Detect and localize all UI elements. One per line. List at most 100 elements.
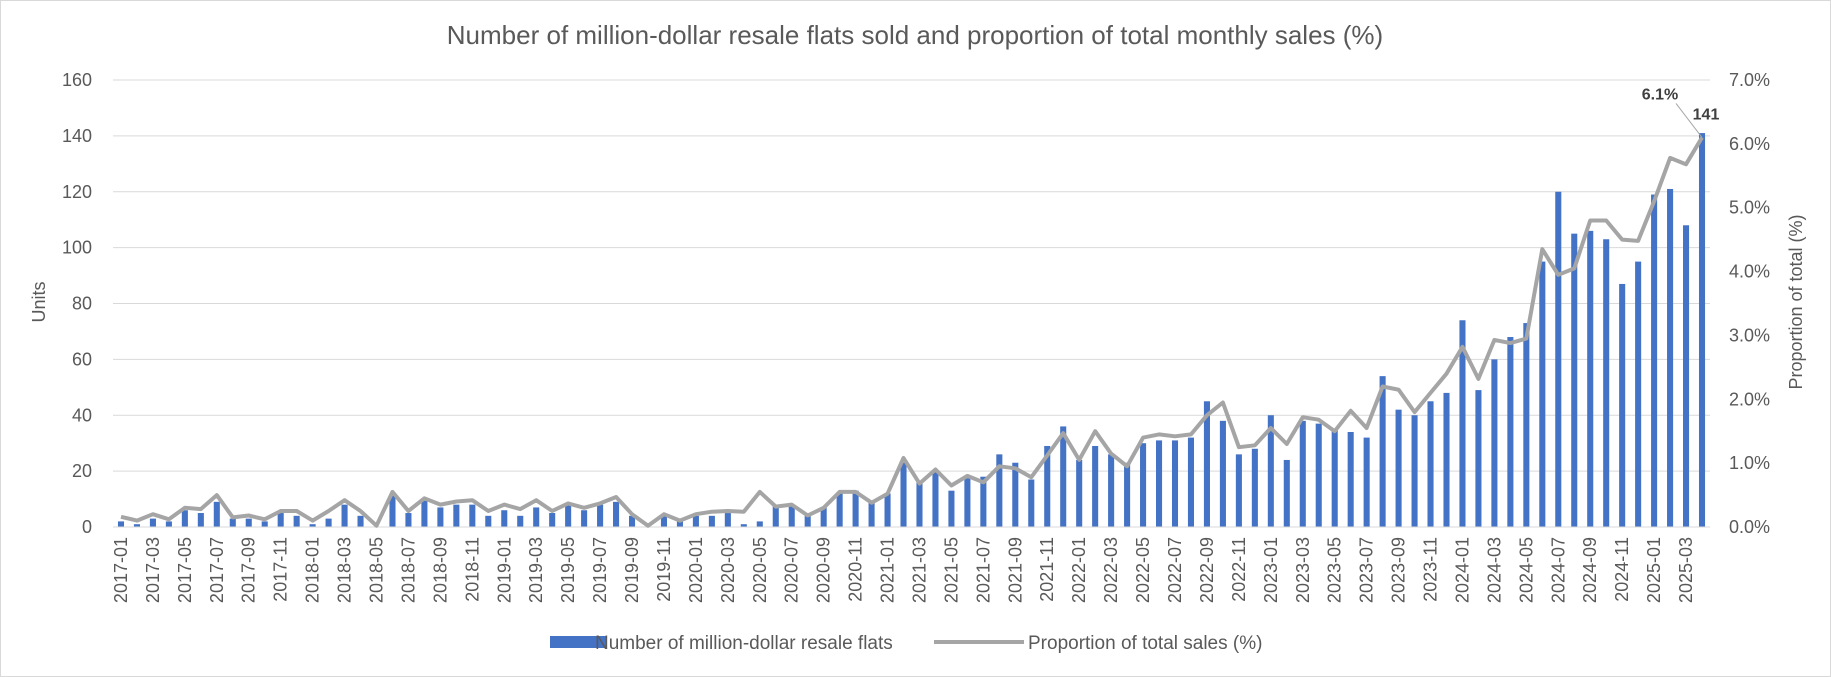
x-tick-label: 2017-05 xyxy=(175,537,195,603)
bar xyxy=(389,493,396,527)
right-tick-label: 6.0% xyxy=(1729,134,1770,154)
x-tick-label: 2018-07 xyxy=(398,537,418,603)
bar xyxy=(1363,437,1370,527)
left-axis-ticks: 0 20 40 60 80 100 120 140 160 xyxy=(62,70,92,537)
bar xyxy=(1507,337,1514,527)
bar xyxy=(1315,423,1322,527)
bar xyxy=(485,515,492,527)
x-tick-label: 2024-05 xyxy=(1516,537,1536,603)
x-tick-label: 2019-09 xyxy=(622,537,642,603)
x-tick-label: 2023-05 xyxy=(1325,537,1345,603)
right-tick-label: 3.0% xyxy=(1729,325,1770,345)
right-tick-label: 5.0% xyxy=(1729,198,1770,218)
left-tick-label: 0 xyxy=(82,517,92,537)
right-axis-title: Proportion of total (%) xyxy=(1786,214,1806,389)
bar xyxy=(1012,462,1019,527)
bar xyxy=(1587,230,1594,528)
bar xyxy=(1251,448,1258,527)
bar xyxy=(724,513,731,527)
x-tick-label: 2022-03 xyxy=(1101,537,1121,603)
bar xyxy=(1219,420,1226,527)
bar xyxy=(948,490,955,527)
bar xyxy=(117,521,125,527)
bar xyxy=(517,515,524,527)
x-tick-label: 2025-01 xyxy=(1644,537,1664,603)
bar xyxy=(1427,401,1434,527)
x-tick-label: 2022-11 xyxy=(1229,537,1249,602)
legend-swatch-bars xyxy=(550,636,606,648)
bar xyxy=(1092,445,1099,527)
x-tick-label: 2020-01 xyxy=(686,537,706,603)
x-tick-label: 2017-07 xyxy=(207,537,227,603)
x-tick-label: 2017-11 xyxy=(271,537,291,602)
bar xyxy=(1491,359,1498,527)
bar xyxy=(788,504,795,527)
bar xyxy=(1299,420,1306,527)
bar xyxy=(932,471,939,527)
bar xyxy=(277,513,284,527)
x-tick-label: 2019-01 xyxy=(494,537,514,603)
bar xyxy=(549,513,556,527)
bar xyxy=(692,515,699,527)
bar xyxy=(1171,440,1179,527)
bar xyxy=(405,513,412,527)
bar xyxy=(916,482,923,527)
bar xyxy=(756,521,763,527)
bar xyxy=(996,454,1003,527)
left-tick-label: 120 xyxy=(62,182,92,202)
x-tick-label: 2024-01 xyxy=(1452,537,1472,603)
bar xyxy=(980,476,987,527)
x-tick-label: 2020-03 xyxy=(718,537,738,603)
bar xyxy=(453,504,460,527)
x-tick-label: 2019-07 xyxy=(590,537,610,603)
left-axis-title: Units xyxy=(29,281,49,322)
bar xyxy=(1235,454,1242,527)
x-tick-label: 2021-03 xyxy=(909,537,929,603)
bar xyxy=(1124,462,1131,527)
x-tick-label: 2022-09 xyxy=(1197,537,1217,603)
bar xyxy=(533,507,540,527)
bar xyxy=(1539,261,1546,527)
annotation-last-proportion: 6.1% xyxy=(1642,86,1678,103)
x-tick-label: 2020-09 xyxy=(814,537,834,603)
bar xyxy=(1156,440,1163,527)
bar xyxy=(565,504,572,527)
x-tick-label: 2022-05 xyxy=(1133,537,1153,603)
bar xyxy=(740,524,747,527)
bar xyxy=(1140,443,1147,527)
bar xyxy=(1203,401,1210,527)
bar xyxy=(1076,459,1083,527)
x-tick-label: 2023-03 xyxy=(1293,537,1313,603)
x-tick-label: 2024-09 xyxy=(1580,537,1600,603)
bar xyxy=(964,476,971,527)
bar xyxy=(1060,426,1067,527)
x-tick-label: 2017-01 xyxy=(111,537,131,603)
annotation-leader-line xyxy=(1675,103,1703,138)
x-tick-label: 2021-11 xyxy=(1037,537,1057,602)
left-tick-label: 140 xyxy=(62,126,92,146)
bar xyxy=(660,515,667,527)
x-axis-ticks: 2017-01 2017-03 2017-05 2017-07 2017-09 2017-… xyxy=(111,537,1696,603)
bar xyxy=(1475,390,1482,527)
bar xyxy=(1667,188,1674,528)
x-tick-label: 2019-05 xyxy=(558,537,578,603)
line-series-proportion xyxy=(120,136,1704,528)
x-tick-label: 2018-09 xyxy=(430,537,450,603)
bar xyxy=(1283,459,1290,527)
bar xyxy=(261,521,268,527)
bar xyxy=(149,518,156,527)
right-tick-label: 1.0% xyxy=(1729,453,1770,473)
x-tick-label: 2024-07 xyxy=(1548,537,1568,603)
x-tick-label: 2019-03 xyxy=(526,537,546,603)
left-tick-label: 40 xyxy=(72,405,92,425)
bar xyxy=(1635,261,1642,527)
x-tick-label: 2024-11 xyxy=(1612,537,1632,602)
bar xyxy=(676,521,683,527)
bar xyxy=(852,490,859,527)
bar-series xyxy=(117,133,1706,528)
bar xyxy=(197,513,204,527)
bar xyxy=(1379,376,1386,527)
right-tick-label: 0.0% xyxy=(1729,517,1770,537)
